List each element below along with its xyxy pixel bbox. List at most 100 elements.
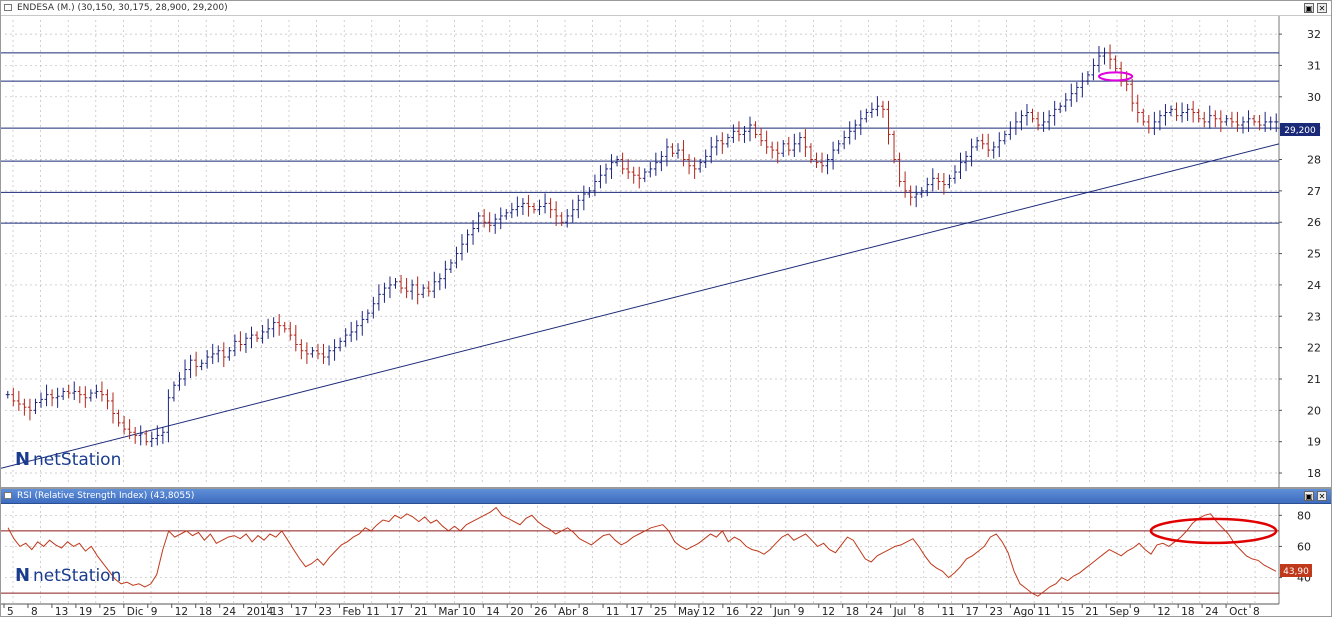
last-price-label: 29,200	[1280, 123, 1320, 136]
x-tick-label: 8	[31, 606, 38, 617]
highlight-ellipse	[1097, 71, 1134, 82]
x-tick-label: 9	[1133, 606, 1140, 617]
maximize-button[interactable]: ▣	[1304, 491, 1314, 501]
panel-icon	[4, 492, 12, 499]
x-tick-label: 17	[630, 606, 643, 617]
x-tick-label: 12	[1157, 606, 1170, 617]
x-tick-label: 12	[175, 606, 188, 617]
x-tick-label: 26	[534, 606, 548, 617]
y-tick-label: 19	[1307, 436, 1321, 449]
rsi-reference-lines	[1, 530, 1279, 594]
x-tick-label: 2014	[247, 606, 274, 617]
x-tick-label: Feb	[342, 606, 361, 617]
x-tick-label: 24	[1205, 606, 1219, 617]
x-tick-label: 15	[1061, 606, 1074, 617]
rsi-line	[7, 506, 1277, 597]
x-tick-label: 13	[55, 606, 68, 617]
netstation-logo-icon: N	[15, 449, 30, 470]
x-tick-label: 11	[942, 606, 955, 617]
highlight-ellipse	[1149, 517, 1278, 545]
x-tick-label: 11	[1037, 606, 1050, 617]
x-tick-label: 21	[1085, 606, 1098, 617]
x-tick-label: 14	[486, 606, 500, 617]
rsi-panel: RSI (Relative Strength Index) (43,8055) …	[0, 488, 1332, 617]
x-tick-label: Dic	[127, 606, 144, 617]
watermark-text: netStation	[33, 566, 121, 586]
x-tick-label: Mar	[438, 606, 458, 617]
x-tick-label: 24	[870, 606, 884, 617]
x-tick-label: 19	[79, 606, 92, 617]
x-tick-label: 23	[319, 606, 332, 617]
x-tick-label: 17	[295, 606, 308, 617]
rsi-panel-title: RSI (Relative Strength Index) (43,8055)	[17, 491, 195, 501]
ohlc-bars	[5, 44, 1279, 448]
x-tick-label: 21	[414, 606, 427, 617]
y-tick-label: 18	[1307, 467, 1321, 480]
y-tick-label: 26	[1307, 216, 1321, 229]
y-tick-label: 30	[1307, 91, 1321, 104]
x-tick-label: 18	[846, 606, 859, 617]
x-tick-label: 23	[989, 606, 1002, 617]
price-annotations	[1097, 71, 1134, 82]
x-tick-label: 17	[965, 606, 978, 617]
x-tick-label: 25	[654, 606, 667, 617]
price-chart[interactable]: 181920212223242526272829303132 N netStat…	[1, 16, 1331, 488]
netstation-watermark: N netStation	[15, 449, 121, 470]
price-grid	[5, 16, 1280, 488]
last-rsi-label: 43,90	[1280, 564, 1312, 577]
trend-line	[1, 143, 1280, 469]
panel-icon	[4, 4, 12, 11]
x-tick-label: Ago	[1013, 606, 1033, 617]
rsi-grid	[5, 504, 1280, 604]
last-price-text: 29,200	[1284, 126, 1316, 136]
x-tick-label: 18	[1181, 606, 1194, 617]
x-tick-label: 16	[726, 606, 740, 617]
trendline	[1, 143, 1280, 469]
x-tick-label: 8	[582, 606, 589, 617]
x-tick-label: 24	[223, 606, 237, 617]
close-button[interactable]: ✕	[1317, 491, 1327, 501]
price-y-axis: 181920212223242526272829303132	[1279, 28, 1321, 480]
x-tick-label: 11	[606, 606, 619, 617]
y-tick-label: 24	[1307, 279, 1321, 292]
x-tick-label: 9	[798, 606, 805, 617]
price-panel-title: ENDESA (M.) (30,150, 30,175, 28,900, 29,…	[17, 3, 228, 13]
x-tick-label: 13	[271, 606, 284, 617]
x-tick-label: Abr	[558, 606, 577, 617]
x-tick-label: 25	[103, 606, 116, 617]
maximize-button[interactable]: ▣	[1304, 3, 1314, 13]
rsi-series	[7, 506, 1277, 597]
x-tick-label: Jun	[773, 606, 790, 617]
y-tick-label: 80	[1297, 509, 1311, 522]
rsi-panel-titlebar[interactable]: RSI (Relative Strength Index) (43,8055) …	[1, 489, 1331, 504]
y-tick-label: 28	[1307, 154, 1321, 167]
y-tick-label: 31	[1307, 59, 1321, 72]
y-tick-label: 22	[1307, 342, 1321, 355]
close-button[interactable]: ✕	[1317, 3, 1327, 13]
x-tick-label: 12	[702, 606, 715, 617]
y-tick-label: 23	[1307, 310, 1321, 323]
watermark-text: netStation	[33, 450, 121, 470]
last-rsi-text: 43,90	[1283, 567, 1309, 577]
y-tick-label: 32	[1307, 28, 1321, 41]
x-tick-label: 12	[822, 606, 835, 617]
x-tick-label: 10	[462, 606, 475, 617]
support-resistance-lines	[1, 52, 1279, 224]
x-tick-label: Oct	[1229, 606, 1247, 617]
y-tick-label: 20	[1307, 404, 1321, 417]
x-tick-label: 9	[151, 606, 158, 617]
x-tick-label: Sep	[1109, 606, 1129, 617]
y-tick-label: 21	[1307, 373, 1321, 386]
y-tick-label: 60	[1297, 540, 1311, 553]
x-tick-label: 18	[199, 606, 212, 617]
x-tick-label: 8	[1253, 606, 1260, 617]
x-tick-label: 17	[390, 606, 403, 617]
netstation-logo-icon: N	[15, 565, 30, 586]
price-panel-titlebar[interactable]: ENDESA (M.) (30,150, 30,175, 28,900, 29,…	[1, 1, 1331, 16]
x-tick-label: 8	[918, 606, 925, 617]
x-tick-label: 5	[7, 606, 14, 617]
x-tick-label: 22	[750, 606, 763, 617]
x-tick-label: 20	[510, 606, 523, 617]
